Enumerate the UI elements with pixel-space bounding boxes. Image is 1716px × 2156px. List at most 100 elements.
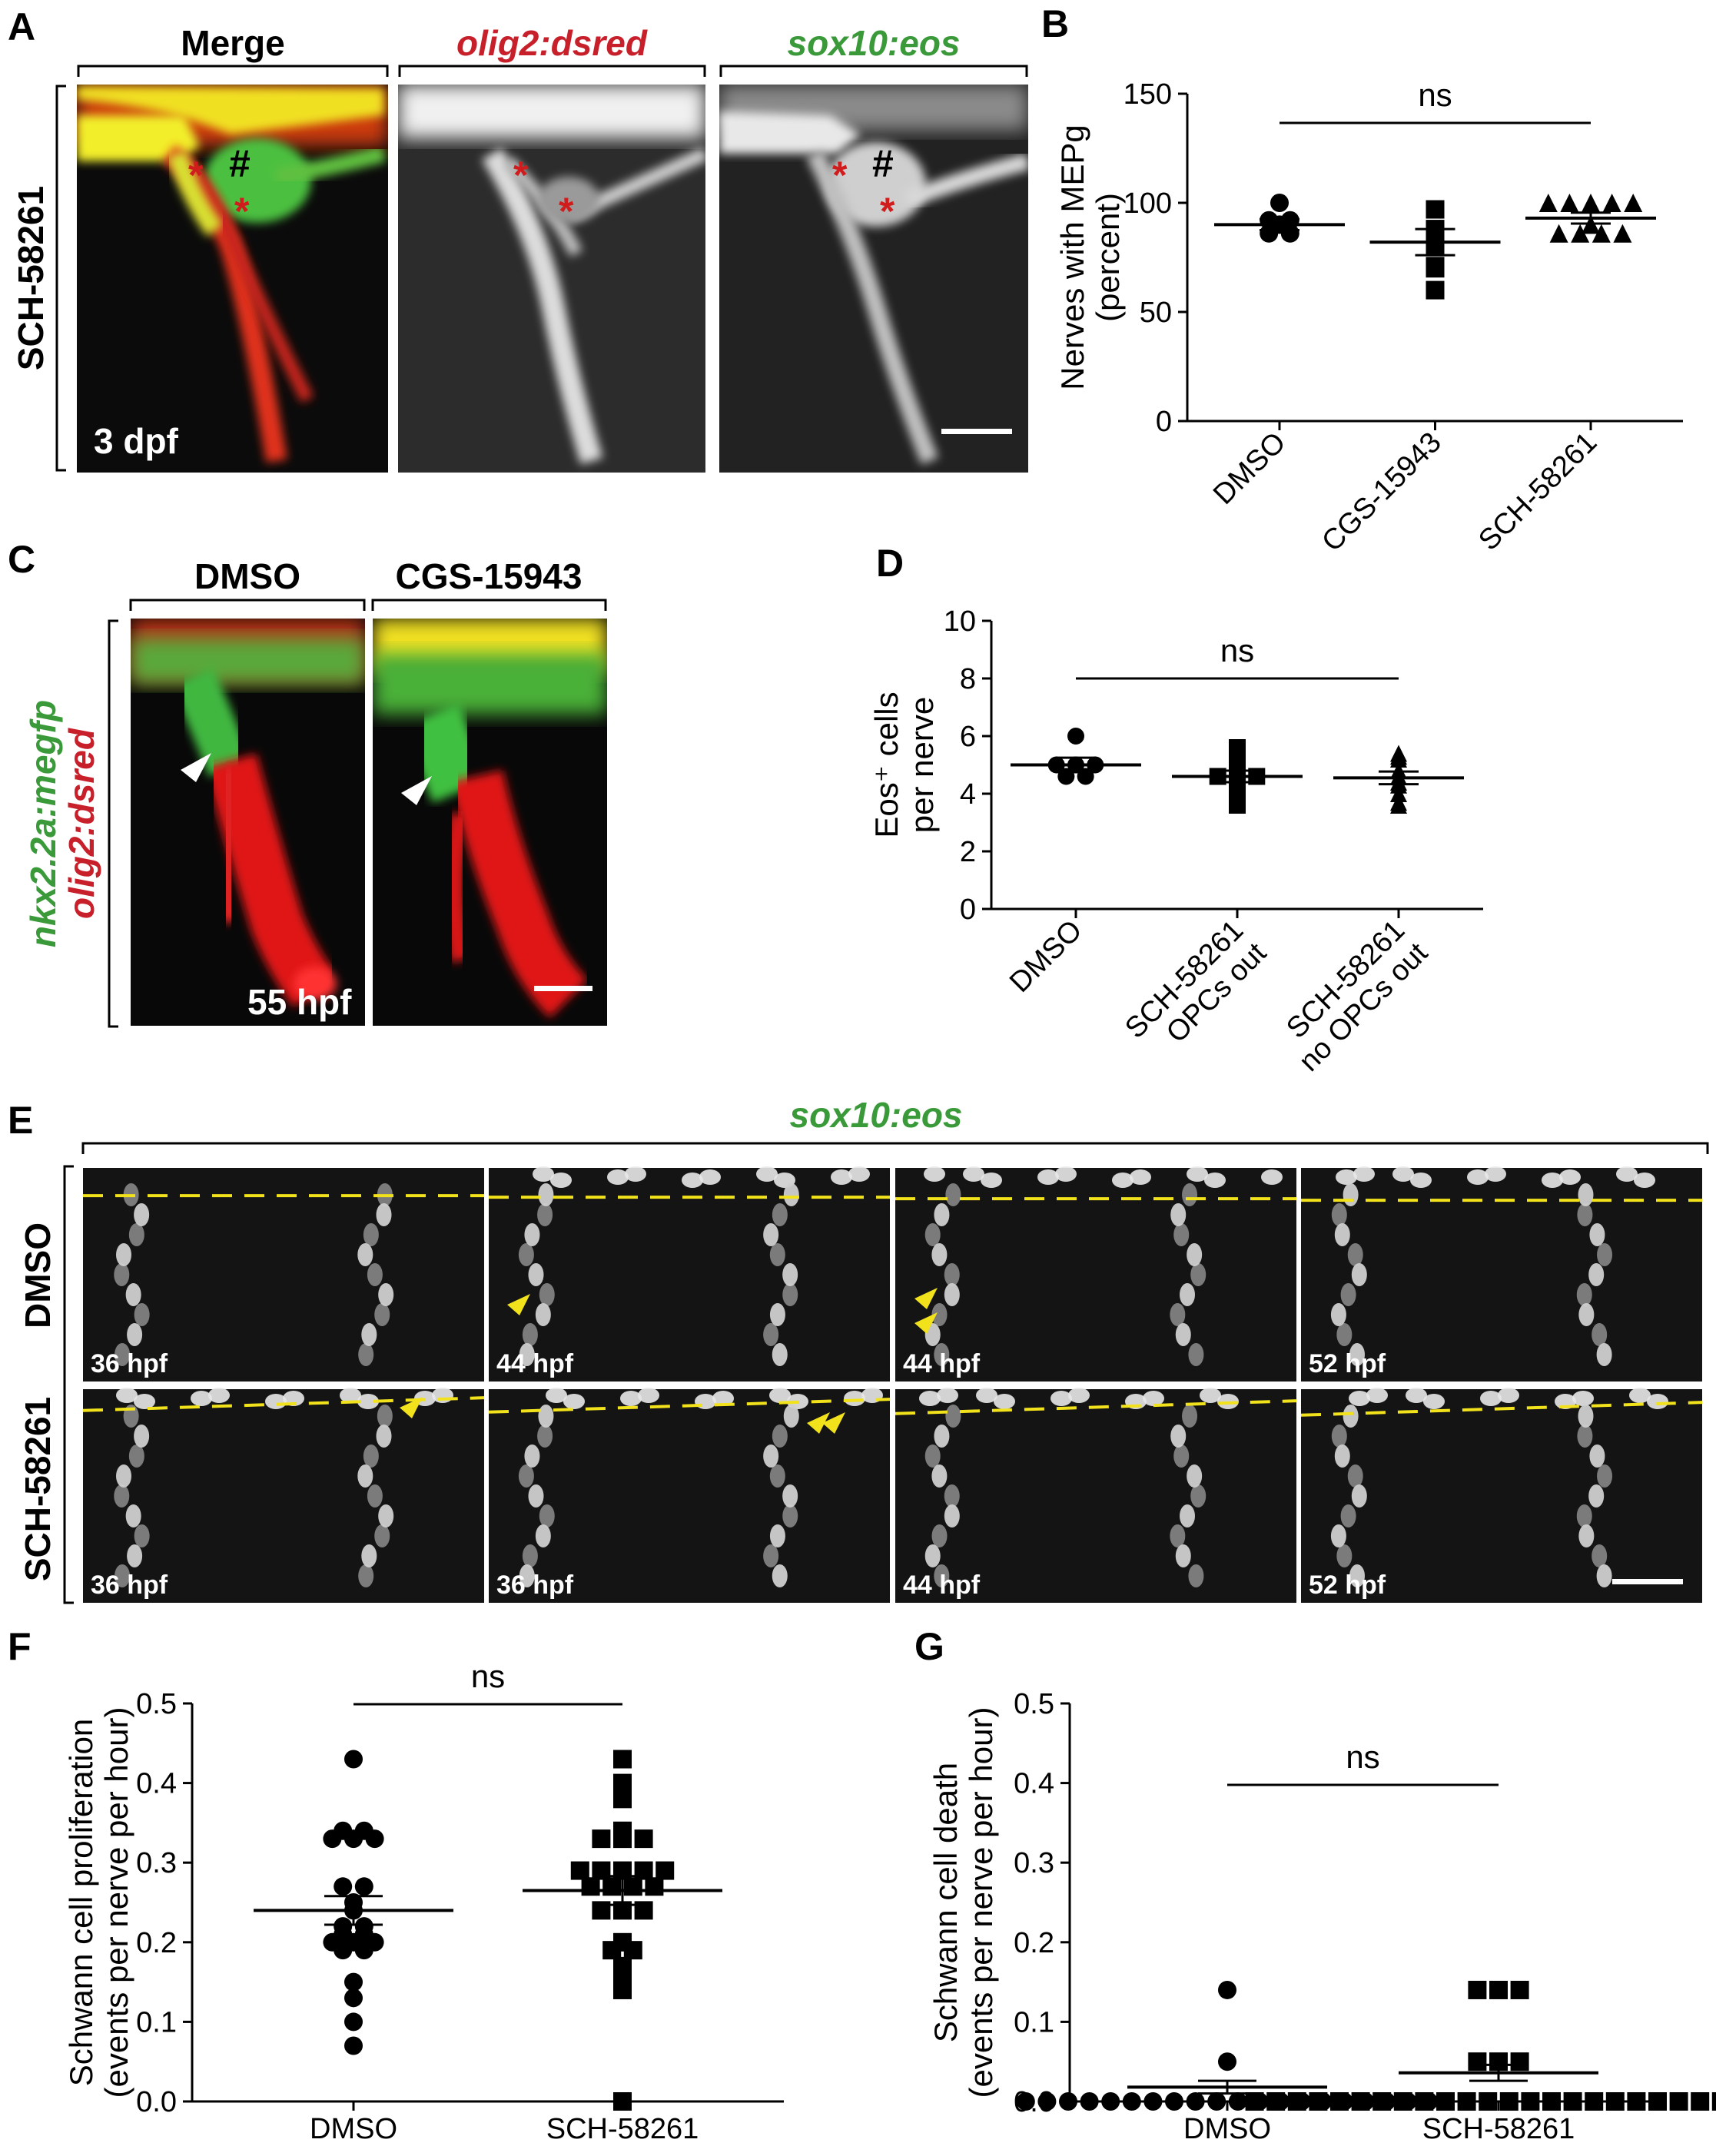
y-tick-label: 2 <box>960 836 976 868</box>
data-point <box>1538 194 1558 212</box>
data-point <box>570 1861 589 1880</box>
data-point <box>344 1750 363 1769</box>
y-tick-label: 8 <box>960 663 976 695</box>
data-point <box>1330 2092 1349 2111</box>
data-point <box>1228 2092 1247 2111</box>
panel-e-timestamp: 36 hpf <box>496 1571 574 1600</box>
data-point <box>1624 194 1643 212</box>
panel-c: DMSO CGS-15943 nkx2.2a:megfp olig2:dsred… <box>23 556 607 1028</box>
panel-c-cgs-image <box>373 619 607 1026</box>
data-point <box>1510 2052 1529 2071</box>
data-point <box>1648 2092 1667 2111</box>
panel-a-hash-mark: # <box>229 142 251 185</box>
data-point <box>1309 2092 1328 2111</box>
data-point <box>1521 2092 1540 2111</box>
data-point <box>1457 2092 1476 2111</box>
y-tick-label: 0 <box>1156 406 1172 438</box>
data-point <box>613 1829 632 1849</box>
panel-letter-d: D <box>876 542 904 585</box>
panel-a-merge-image <box>77 85 388 473</box>
panel-e-row-label-dmso: DMSO <box>18 1222 58 1328</box>
x-tick-label: DMSO <box>1004 914 1088 999</box>
panel-letter-a: A <box>8 5 35 48</box>
panel-e-arrowhead <box>822 1412 845 1434</box>
data-point <box>623 1877 642 1896</box>
panel-a-hash-mark: # <box>872 142 894 185</box>
y-tick-label: 0.3 <box>1014 1847 1054 1879</box>
y-tick-label: 0.2 <box>136 1927 177 1959</box>
y-tick-label: 0 <box>960 894 976 926</box>
y-tick-label: 0.4 <box>1014 1768 1054 1800</box>
x-tick-label: SCH-58261 <box>546 2113 699 2145</box>
panel-a-asterisk-mark: * <box>559 190 574 233</box>
panel-a-asterisk-mark: * <box>880 190 895 233</box>
data-point <box>623 1941 642 1960</box>
data-point <box>1571 224 1590 243</box>
panel-a-asterisk-mark: * <box>832 154 848 197</box>
data-point <box>602 1877 622 1896</box>
y-tick-label: 0.5 <box>136 1688 177 1720</box>
panel-e-arrowhead <box>507 1294 530 1315</box>
data-point <box>365 1829 384 1849</box>
chart-f: 0.0 0.1 0.2 0.3 0.4 0.5 Schwann cell prolifera… <box>63 1658 784 2145</box>
x-tick-label: SCH-58261 <box>1422 2113 1575 2145</box>
data-point <box>1426 259 1445 278</box>
data-point <box>613 1956 632 1975</box>
panel-e-frames: 36 hpf 44 hpf 44 hpf 52 hpf 36 hpf 36 hpf 44 h… <box>82 1166 1703 1603</box>
panel-letter-g: G <box>914 1625 944 1668</box>
data-point <box>1489 1980 1508 1999</box>
panel-a-header-brackets <box>55 65 1028 472</box>
panel-e-timestamp: 44 hpf <box>496 1349 574 1378</box>
panel-a-asterisk-mark: * <box>513 154 529 197</box>
panel-e: sox10:eos DMSO SCH-58261 36 hpf 44 hpf 44 … <box>18 1095 1709 1604</box>
panel-e-timestamp: 44 hpf <box>903 1349 981 1378</box>
data-point <box>1122 2092 1141 2111</box>
data-point <box>634 1829 653 1849</box>
panel-a-olig2-image <box>398 85 705 473</box>
panel-e-row-label-sch: SCH-58261 <box>18 1397 58 1581</box>
panel-a-timestamp: 3 dpf <box>94 421 179 461</box>
y-tick-label: 0.0 <box>136 2086 177 2118</box>
data-point <box>344 2012 363 2032</box>
panel-a-asterisk-mark: * <box>234 190 250 233</box>
data-point <box>1563 2092 1582 2111</box>
panel-a-sox10-image <box>719 85 1028 473</box>
panel-a-scale-bar <box>941 429 1012 434</box>
y-tick-label: 0.1 <box>136 2006 177 2038</box>
data-point <box>1549 224 1568 243</box>
data-point <box>1270 194 1289 212</box>
data-point <box>592 1829 611 1849</box>
panel-c-row-label-olig2: olig2:dsred <box>61 728 101 919</box>
panel-e-header-bracket <box>81 1142 1709 1154</box>
panel-e-arrowhead <box>807 1412 830 1434</box>
panel-c-arrowhead <box>401 776 432 805</box>
data-point <box>1669 2092 1688 2111</box>
data-point <box>1186 2092 1205 2111</box>
data-point <box>1390 751 1407 768</box>
data-point <box>613 1750 632 1769</box>
data-point <box>1560 194 1579 212</box>
panel-e-frame: 36 hpf <box>83 1168 484 1381</box>
data-point <box>1143 2092 1163 2111</box>
data-point <box>1605 2092 1625 2111</box>
data-point <box>613 1789 632 1809</box>
data-point <box>1372 2092 1392 2111</box>
data-point <box>344 1972 363 1992</box>
y-axis-label: (percent) <box>1090 193 1126 322</box>
panel-e-frame: 52 hpf <box>1300 1388 1703 1603</box>
data-point <box>1059 2092 1077 2111</box>
panel-a: Merge olig2:dsred sox10:eos SCH-58261 <box>11 23 1028 473</box>
data-point <box>1415 2092 1434 2111</box>
panel-c-arrowhead <box>181 753 211 782</box>
data-point <box>1218 2052 1236 2071</box>
chart-b: 0 50 100 150 Nerves with MEPg (percent) DMSO CG… <box>1054 77 1683 558</box>
data-point <box>1260 224 1279 243</box>
panel-e-frame: 52 hpf <box>1301 1166 1702 1381</box>
data-point <box>1627 2092 1646 2111</box>
y-tick-label: 0.4 <box>136 1768 177 1800</box>
data-point <box>1499 2092 1519 2111</box>
panel-a-header-olig2: olig2:dsred <box>456 23 648 63</box>
data-point <box>1585 2092 1604 2111</box>
